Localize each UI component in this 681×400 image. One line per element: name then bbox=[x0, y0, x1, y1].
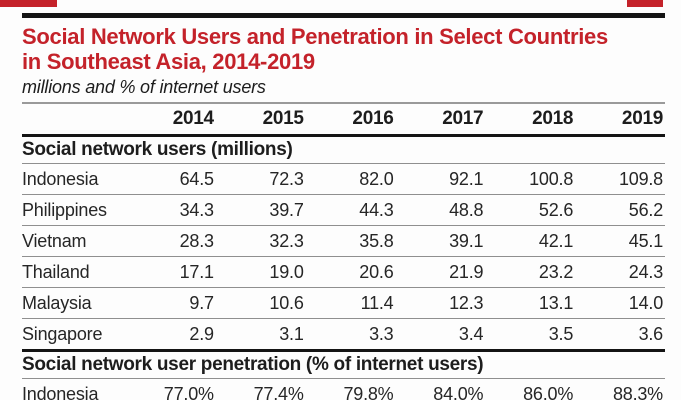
top-divider-bar bbox=[22, 13, 665, 18]
value-cell: 42.1 bbox=[538, 230, 574, 251]
year-header: 2014 bbox=[172, 108, 214, 129]
year-header: 2017 bbox=[442, 108, 484, 129]
top-left-red-strip bbox=[0, 0, 57, 7]
table-row: Indonesia 64.5 72.3 82.0 92.1 100.8 109.8 bbox=[22, 164, 665, 195]
value-cell: 39.7 bbox=[269, 199, 304, 220]
country-cell: Indonesia bbox=[22, 168, 99, 189]
table-section: Social network users (millions) Indonesia… bbox=[22, 134, 665, 349]
value-cell: 77.0% bbox=[163, 383, 214, 400]
value-cell: 109.8 bbox=[618, 168, 663, 189]
value-cell: 84.0% bbox=[433, 383, 484, 400]
value-cell: 11.4 bbox=[360, 292, 394, 313]
table-section: Social network user penetration (% of in… bbox=[22, 349, 665, 400]
country-cell: Indonesia bbox=[22, 383, 99, 400]
value-cell: 3.5 bbox=[548, 323, 574, 344]
table-row: Vietnam 28.3 32.3 35.8 39.1 42.1 45.1 bbox=[22, 226, 665, 257]
value-cell: 23.2 bbox=[538, 261, 574, 282]
value-cell: 39.1 bbox=[449, 230, 484, 251]
country-cell: Thailand bbox=[22, 261, 90, 282]
value-cell: 12.3 bbox=[449, 292, 484, 313]
table-body: Social network users (millions) Indonesia… bbox=[22, 134, 665, 400]
table-row: Thailand 17.1 19.0 20.6 21.9 23.2 24.3 bbox=[22, 257, 665, 288]
value-cell: 14.0 bbox=[628, 292, 663, 313]
value-cell: 2.9 bbox=[189, 323, 214, 344]
data-table: 2014 2015 2016 2017 2018 2019 Social net… bbox=[22, 102, 665, 400]
top-right-red-strip bbox=[627, 0, 663, 7]
value-cell: 19.0 bbox=[269, 261, 304, 282]
value-cell: 100.8 bbox=[529, 168, 574, 189]
table-row: Philippines 34.3 39.7 44.3 48.8 52.6 56.2 bbox=[22, 195, 665, 226]
country-cell: Singapore bbox=[22, 323, 103, 344]
value-cell: 77.4% bbox=[253, 383, 304, 400]
country-cell: Malaysia bbox=[22, 292, 92, 313]
value-cell: 34.3 bbox=[179, 199, 214, 220]
year-header: 2019 bbox=[621, 108, 663, 129]
value-cell: 92.1 bbox=[449, 168, 484, 189]
value-cell: 45.1 bbox=[628, 230, 663, 251]
year-header-row: 2014 2015 2016 2017 2018 2019 bbox=[22, 102, 665, 134]
section-label: Social network user penetration (% of in… bbox=[22, 349, 665, 379]
value-cell: 9.7 bbox=[189, 292, 214, 313]
value-cell: 88.3% bbox=[612, 383, 663, 400]
value-cell: 79.8% bbox=[343, 383, 394, 400]
value-cell: 3.4 bbox=[458, 323, 484, 344]
value-cell: 56.2 bbox=[628, 199, 663, 220]
value-cell: 13.1 bbox=[538, 292, 574, 313]
value-cell: 17.1 bbox=[179, 261, 214, 282]
value-cell: 32.3 bbox=[269, 230, 304, 251]
value-cell: 52.6 bbox=[538, 199, 574, 220]
chart-title: Social Network Users and Penetration in … bbox=[22, 24, 608, 74]
year-header: 2015 bbox=[262, 108, 304, 129]
value-cell: 21.9 bbox=[449, 261, 484, 282]
value-cell: 10.6 bbox=[269, 292, 304, 313]
value-cell: 3.1 bbox=[279, 323, 304, 344]
chart-subtitle: millions and % of internet users bbox=[22, 77, 266, 97]
value-cell: 3.6 bbox=[638, 323, 664, 344]
country-cell: Vietnam bbox=[22, 230, 87, 251]
value-cell: 64.5 bbox=[179, 168, 214, 189]
value-cell: 72.3 bbox=[269, 168, 304, 189]
value-cell: 44.3 bbox=[359, 199, 394, 220]
chart-content: Social Network Users and Penetration in … bbox=[22, 0, 665, 400]
value-cell: 20.6 bbox=[359, 261, 394, 282]
year-header: 2016 bbox=[352, 108, 394, 129]
country-cell: Philippines bbox=[22, 199, 107, 220]
value-cell: 82.0 bbox=[359, 168, 394, 189]
table-row: Singapore 2.9 3.1 3.3 3.4 3.5 3.6 bbox=[22, 319, 665, 349]
value-cell: 28.3 bbox=[179, 230, 214, 251]
value-cell: 86.0% bbox=[523, 383, 574, 400]
value-cell: 35.8 bbox=[359, 230, 394, 251]
year-header: 2018 bbox=[532, 108, 574, 129]
section-label: Social network users (millions) bbox=[22, 134, 665, 164]
table-row: Indonesia 77.0% 77.4% 79.8% 84.0% 86.0% 88.3% bbox=[22, 379, 665, 400]
table-row: Malaysia 9.7 10.6 11.4 12.3 13.1 14.0 bbox=[22, 288, 665, 319]
value-cell: 48.8 bbox=[449, 199, 484, 220]
value-cell: 24.3 bbox=[628, 261, 663, 282]
value-cell: 3.3 bbox=[369, 323, 394, 344]
